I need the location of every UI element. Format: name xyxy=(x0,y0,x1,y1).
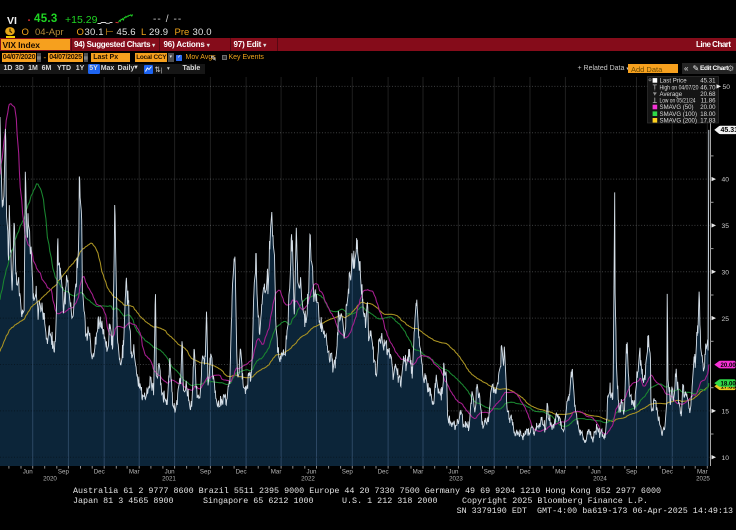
svg-text:SMAVG (50): SMAVG (50) xyxy=(660,104,694,111)
svg-text:SMAVG (200): SMAVG (200) xyxy=(660,118,697,125)
svg-text:Last Price: Last Price xyxy=(660,78,688,85)
svg-text:40: 40 xyxy=(722,177,730,184)
svg-text:Mar: Mar xyxy=(555,468,566,475)
svg-text:17.83: 17.83 xyxy=(700,118,716,125)
svg-text:Mar: Mar xyxy=(271,468,282,475)
svg-text:Low on 05/21/24: Low on 05/21/24 xyxy=(660,98,696,105)
svg-text:Mar: Mar xyxy=(413,468,424,475)
svg-text:45.31: 45.31 xyxy=(721,127,736,134)
svg-text:Sep: Sep xyxy=(626,468,638,475)
svg-text:Jun: Jun xyxy=(165,468,176,475)
svg-text:Jun: Jun xyxy=(23,468,34,475)
svg-text:35: 35 xyxy=(722,223,730,230)
svg-text:Mar: Mar xyxy=(697,468,708,475)
svg-text:2024: 2024 xyxy=(593,476,607,483)
svg-text:Sep: Sep xyxy=(342,468,354,475)
svg-text:20.68: 20.68 xyxy=(700,91,716,98)
svg-text:50: 50 xyxy=(723,84,731,91)
svg-text:Sep: Sep xyxy=(484,468,496,475)
svg-text:2020: 2020 xyxy=(43,476,57,483)
svg-text:Dec: Dec xyxy=(662,468,673,475)
svg-text:Sep: Sep xyxy=(58,468,70,475)
svg-text:Jun: Jun xyxy=(448,468,459,475)
svg-text:Dec: Dec xyxy=(378,468,389,475)
svg-text:Dec: Dec xyxy=(236,468,247,475)
svg-text:20.00: 20.00 xyxy=(721,362,736,369)
svg-text:High on 04/07/20: High on 04/07/20 xyxy=(660,84,700,91)
svg-text:2025: 2025 xyxy=(696,476,710,483)
svg-text:20.00: 20.00 xyxy=(700,104,716,111)
svg-text:Jun: Jun xyxy=(591,468,602,475)
svg-text:Mar: Mar xyxy=(129,468,140,475)
svg-text:Jun: Jun xyxy=(307,468,318,475)
svg-text:15: 15 xyxy=(722,409,730,416)
svg-text:Dec: Dec xyxy=(94,468,105,475)
svg-text:10: 10 xyxy=(722,455,730,462)
svg-text:45.31: 45.31 xyxy=(700,78,716,85)
svg-text:Sep: Sep xyxy=(200,468,212,475)
svg-text:30: 30 xyxy=(722,269,730,276)
svg-text:18.00: 18.00 xyxy=(700,111,716,118)
svg-text:17.83: 17.83 xyxy=(721,384,736,391)
svg-text:2023: 2023 xyxy=(449,476,463,483)
svg-text:18.00: 18.00 xyxy=(721,380,736,387)
svg-text:11.86: 11.86 xyxy=(701,98,716,105)
svg-text:Average: Average xyxy=(660,91,683,98)
svg-text:SMAVG (100): SMAVG (100) xyxy=(660,111,697,118)
svg-text:46.70: 46.70 xyxy=(700,84,716,91)
svg-text:2022: 2022 xyxy=(301,476,315,483)
svg-text:25: 25 xyxy=(722,316,730,323)
svg-text:2021: 2021 xyxy=(162,476,176,483)
svg-text:Dec: Dec xyxy=(519,468,530,475)
